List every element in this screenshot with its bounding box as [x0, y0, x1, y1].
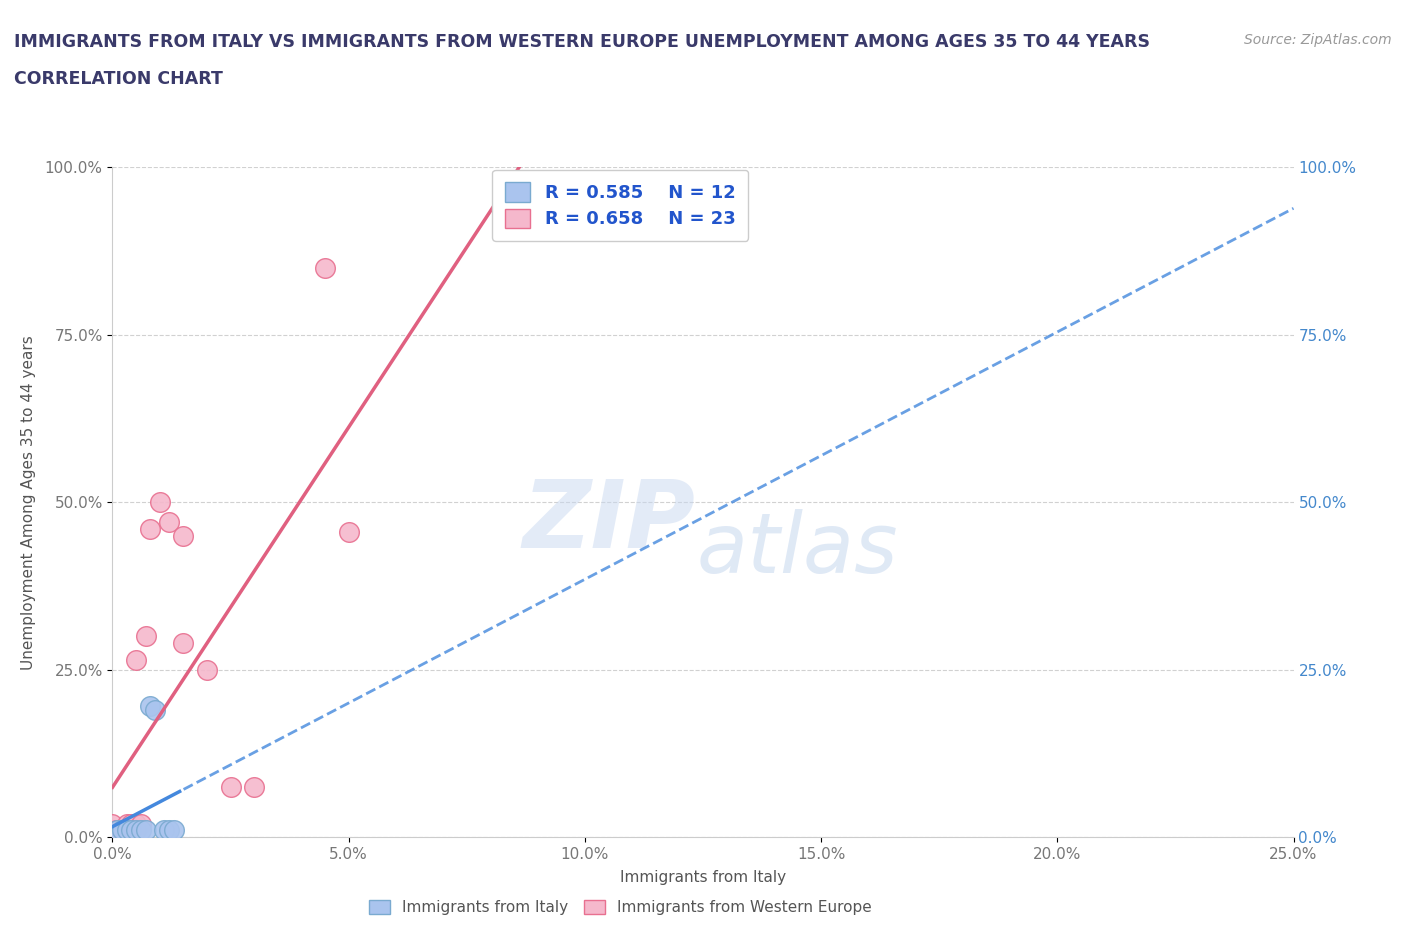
Point [115, 823, 138, 838]
Point [120, 817, 142, 831]
Point [111, 823, 134, 838]
Point [219, 779, 242, 794]
Y-axis label: Unemployment Among Ages 35 to 44 years: Unemployment Among Ages 35 to 44 years [21, 335, 37, 670]
Text: ZIP: ZIP [522, 476, 695, 568]
Point [314, 260, 336, 275]
Text: CORRELATION CHART: CORRELATION CHART [14, 70, 224, 87]
Point [101, 823, 124, 838]
Point [101, 817, 124, 831]
Point [172, 528, 194, 543]
Point [129, 817, 152, 831]
Point [135, 629, 157, 644]
Point [105, 823, 128, 838]
Point [105, 823, 128, 838]
Point [157, 515, 180, 530]
Point [125, 652, 148, 667]
Point [139, 522, 162, 537]
Point [143, 702, 166, 717]
Point [125, 823, 148, 838]
Point [337, 525, 360, 539]
Text: Source: ZipAtlas.com: Source: ZipAtlas.com [1244, 33, 1392, 46]
Point [172, 635, 194, 650]
Point [149, 495, 172, 510]
Point [163, 823, 186, 838]
Point [243, 779, 266, 794]
Text: IMMIGRANTS FROM ITALY VS IMMIGRANTS FROM WESTERN EUROPE UNEMPLOYMENT AMONG AGES : IMMIGRANTS FROM ITALY VS IMMIGRANTS FROM… [14, 33, 1150, 50]
Point [115, 823, 138, 838]
Point [153, 823, 176, 838]
Point [125, 817, 148, 831]
Point [120, 823, 142, 838]
Text: atlas: atlas [696, 509, 898, 590]
Point [111, 823, 134, 838]
Point [139, 699, 162, 714]
Legend: Immigrants from Italy, Immigrants from Western Europe: Immigrants from Italy, Immigrants from W… [361, 893, 880, 923]
Point [105, 823, 128, 838]
Point [157, 823, 180, 838]
Point [135, 823, 157, 838]
Point [129, 823, 152, 838]
Point [195, 662, 218, 677]
X-axis label: Immigrants from Italy: Immigrants from Italy [620, 870, 786, 885]
Point [115, 817, 138, 831]
Point [111, 823, 134, 838]
